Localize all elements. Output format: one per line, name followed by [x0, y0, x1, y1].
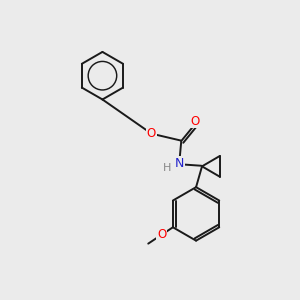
Text: H: H	[163, 163, 171, 172]
Text: O: O	[157, 228, 166, 241]
Text: O: O	[190, 115, 200, 128]
Text: N: N	[175, 157, 184, 170]
Text: O: O	[147, 127, 156, 140]
